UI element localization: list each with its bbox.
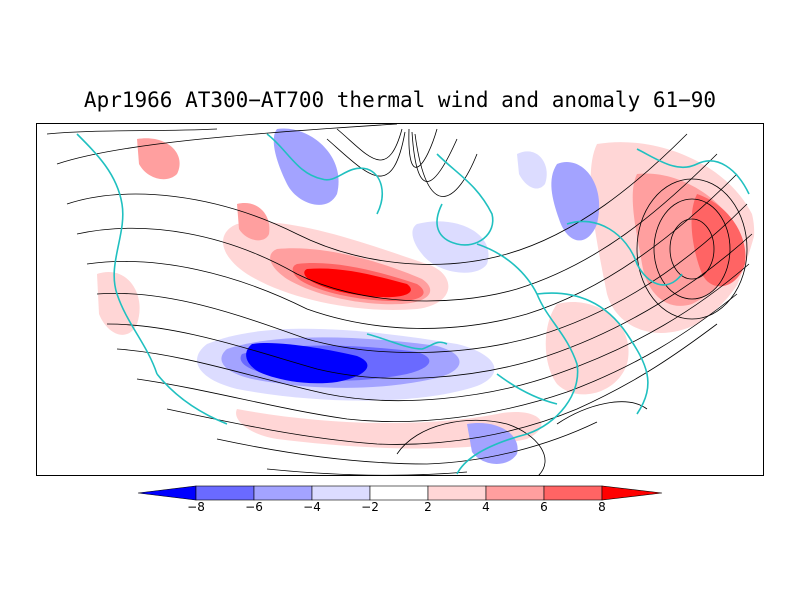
anomaly-shading (97, 128, 755, 464)
streamline (396, 419, 546, 475)
legend-arrow-low (137, 485, 197, 501)
coastline (76, 133, 158, 375)
streamline (336, 128, 403, 161)
legend-arrow-high (601, 485, 663, 501)
streamlines (46, 124, 753, 475)
coastline (636, 148, 750, 195)
streamline (106, 233, 753, 379)
coastline (566, 220, 683, 286)
coastline (456, 243, 579, 475)
legend-swatch (195, 485, 255, 501)
streamline (669, 218, 715, 280)
streamline (636, 178, 748, 320)
coastline (156, 373, 228, 425)
streamline (136, 293, 738, 422)
negative-anomaly-region (412, 221, 489, 273)
legend-tick-label: 4 (482, 500, 490, 514)
legend-tick-label: 6 (540, 500, 548, 514)
streamline (66, 133, 688, 265)
streamline (653, 198, 731, 300)
streamline (116, 263, 750, 402)
streamline (408, 128, 438, 168)
streamline (266, 468, 468, 475)
legend-tick-label: −2 (361, 500, 379, 514)
streamline (76, 153, 718, 302)
coastline (496, 373, 558, 405)
legend-tick-label: 8 (598, 500, 606, 514)
coastline (266, 133, 383, 215)
streamline (411, 131, 458, 182)
streamline (56, 124, 398, 165)
legend-swatch (369, 485, 429, 501)
streamline (216, 421, 598, 465)
positive-anomaly-region (236, 409, 542, 449)
coastline (536, 292, 649, 415)
plot-title: Apr1966 AT300−AT700 thermal wind and ano… (83, 88, 717, 112)
negative-anomaly-region (517, 151, 547, 189)
legend-swatch (543, 485, 603, 501)
legend-swatch (311, 485, 371, 501)
legend-tick-label: −8 (187, 500, 205, 514)
streamline (414, 133, 478, 197)
coastlines (76, 133, 750, 475)
thermal-wind-map (37, 124, 763, 475)
coastline (366, 333, 448, 350)
hemisphere-mask (527, 196, 763, 475)
negative-anomaly-region (273, 128, 339, 205)
legend-tick-label: −6 (245, 500, 263, 514)
streamline (46, 128, 218, 135)
positive-anomaly-region (545, 302, 629, 395)
coastline (436, 153, 494, 246)
legend-swatch (427, 485, 487, 501)
legend-tick-label: −4 (303, 500, 321, 514)
positive-anomaly-region (691, 194, 746, 287)
positive-anomaly-region (137, 138, 180, 180)
color-legend (137, 485, 663, 501)
hemisphere-mask (37, 124, 277, 475)
streamline (556, 401, 648, 425)
map-panel (36, 123, 764, 476)
legend-tick-label: 2 (424, 500, 432, 514)
streamline (166, 323, 718, 445)
streamline (86, 173, 738, 329)
legend-swatch (253, 485, 313, 501)
legend-swatch (485, 485, 545, 501)
positive-anomaly-region (304, 268, 411, 298)
